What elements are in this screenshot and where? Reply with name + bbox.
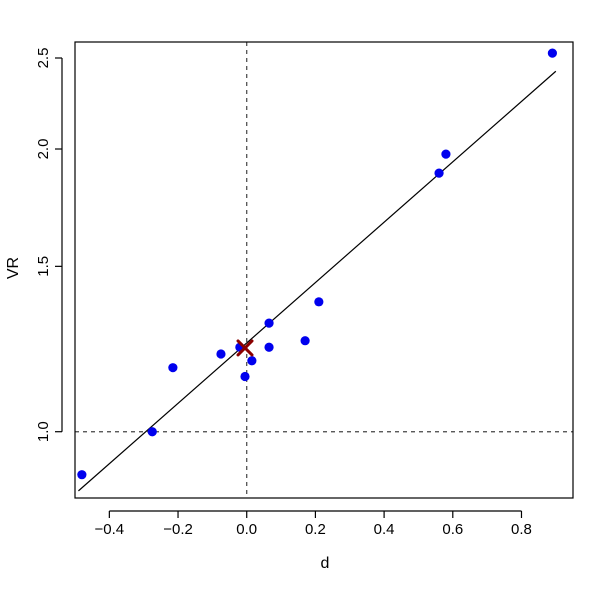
y-tick-label: 2.5 <box>35 48 52 69</box>
data-point <box>300 336 310 346</box>
y-tick-label: 2.0 <box>35 139 52 160</box>
data-point <box>247 356 257 366</box>
data-point <box>441 149 451 159</box>
data-point <box>264 342 274 352</box>
x-tick-label: 0.0 <box>236 521 257 538</box>
x-tick-label: −0.4 <box>95 521 125 538</box>
center-marker-stroke-2 <box>236 339 254 357</box>
data-point <box>547 48 557 58</box>
x-tick-label: 0.4 <box>374 521 395 538</box>
plot-layer: −0.4 −0.2 0.0 0.2 0.4 0.6 0.8 1.0 1.5 2.0 2.5 <box>35 41 574 538</box>
x-tick-label: −0.2 <box>163 521 193 538</box>
data-point <box>240 371 250 382</box>
x-tick-label: 0.2 <box>305 521 326 538</box>
data-point <box>314 297 324 307</box>
y-tick-label: 1.0 <box>35 421 52 442</box>
data-point <box>168 363 178 373</box>
data-point <box>216 349 226 359</box>
x-tick-label: 0.8 <box>511 521 532 538</box>
y-tick-label: 1.5 <box>35 256 52 277</box>
x-axis-label: d <box>321 555 330 572</box>
data-point <box>147 427 157 437</box>
x-tick-label: 0.6 <box>442 521 463 538</box>
data-point <box>264 318 274 328</box>
data-point <box>77 470 87 480</box>
plot-frame <box>74 41 574 499</box>
y-axis-label: VR <box>5 257 22 279</box>
fit-line <box>78 70 557 492</box>
data-point <box>434 168 444 178</box>
